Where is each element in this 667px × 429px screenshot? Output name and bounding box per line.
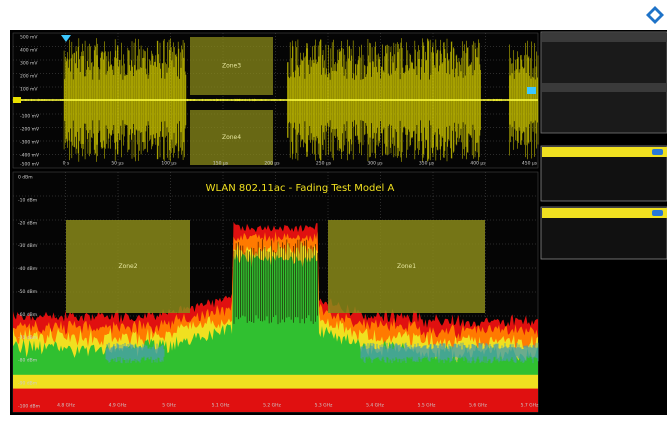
y-tick-label: 400 mV (20, 48, 38, 54)
x-tick-label: 4.9 GHz (109, 403, 127, 409)
x-tick-label: 5.4 GHz (366, 403, 384, 409)
zone-label: Zone4 (222, 134, 241, 141)
y-tick-label: 200 mV (20, 74, 38, 80)
x-tick-label: 400 µs (470, 161, 486, 167)
x-tick-label: 0 s (63, 161, 70, 167)
y-tick-label: -20 dBm (18, 220, 37, 226)
x-tick-label: 450 µs (522, 161, 538, 167)
x-tick-label: 4.8 GHz (57, 403, 75, 409)
y-tick-label: 100 mV (20, 87, 38, 93)
spectrum-layer (13, 253, 538, 407)
math-button[interactable] (652, 210, 663, 216)
x-tick-label: 250 µs (316, 161, 332, 167)
x-tick-label: 100 µs (161, 161, 177, 167)
y-tick-label: -60 dBm (18, 312, 37, 318)
x-tick-label: 300 µs (367, 161, 383, 167)
zone-label: Zone2 (118, 263, 137, 270)
trigger-header (542, 83, 667, 92)
y-tick-label: -70 dBm (18, 335, 37, 341)
x-tick-label: 5.7 GHz (521, 403, 539, 409)
y-tick-label: -100 dBm (18, 404, 40, 410)
x-tick-label: 5.3 GHz (315, 403, 333, 409)
logo (646, 6, 664, 24)
zone (190, 37, 273, 95)
x-tick-label: 5.1 GHz (212, 403, 230, 409)
y-tick-label: -100 mV (20, 114, 40, 120)
math-header (542, 208, 667, 218)
channel-marker (13, 97, 21, 103)
x-tick-label: 150 µs (213, 161, 229, 167)
zone (328, 220, 485, 313)
y-tick-label: -400 mV (20, 153, 40, 159)
x-tick-label: 5.6 GHz (469, 403, 487, 409)
x-tick-label: 5.5 GHz (418, 403, 436, 409)
zone-label: Zone1 (397, 263, 416, 270)
y-tick-label: -200 mV (20, 127, 40, 133)
y-tick-label: -500 mV (20, 162, 40, 168)
x-tick-label: 350 µs (419, 161, 435, 167)
y-tick-label: -300 mV (20, 140, 40, 146)
zone (66, 220, 190, 313)
y-tick-label: -10 dBm (18, 197, 37, 203)
y-tick-label: -40 dBm (18, 266, 37, 272)
traces (12, 33, 539, 412)
trigger-marker (61, 35, 71, 42)
y-tick-label: 300 mV (20, 61, 38, 67)
spectrum-noise (105, 342, 539, 364)
channel-tab (527, 87, 536, 94)
horizontal-header (542, 33, 667, 42)
y-tick-label: 500 mV (20, 35, 38, 41)
x-tick-label: 5 GHz (162, 403, 176, 409)
zone (190, 110, 273, 165)
x-tick-label: 5.2 GHz (263, 403, 281, 409)
x-tick-label: 200 µs (264, 161, 280, 167)
x-tick-label: 50 µs (111, 161, 124, 167)
y-tick-label: -90 dBm (18, 381, 37, 387)
zone-label: Zone3 (222, 63, 241, 70)
y-tick-label: 0 dBm (18, 175, 33, 181)
channel-streaks (233, 239, 318, 325)
spectrum-floor (13, 388, 538, 412)
y-tick-label: -50 dBm (18, 289, 37, 295)
ch1-button[interactable] (652, 149, 663, 155)
ch1-header (542, 147, 667, 157)
spectrum-title: WLAN 802.11ac - Fading Test Model A (206, 183, 395, 194)
horizontal-box (540, 31, 667, 134)
y-tick-label: -30 dBm (18, 243, 37, 249)
y-tick-label: -80 dBm (18, 358, 37, 364)
